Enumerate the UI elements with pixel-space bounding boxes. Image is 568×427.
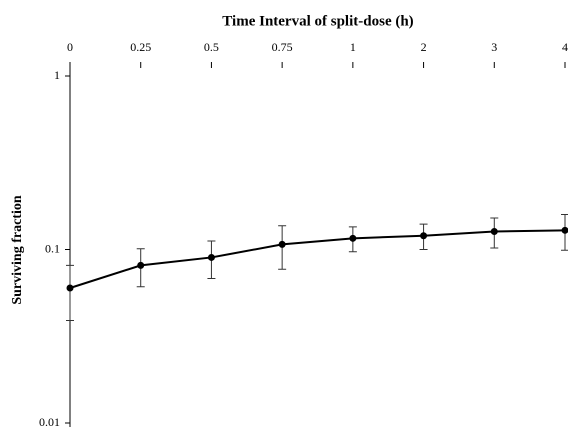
point (490, 227, 498, 235)
y-tick-label: 0.01 (39, 415, 60, 427)
x-tick-label: 0.25 (130, 40, 151, 54)
x-tick-label: 4 (562, 40, 568, 54)
point (420, 232, 428, 240)
error-bar (66, 264, 74, 321)
series-line (69, 229, 566, 289)
x-tick-label: 0 (67, 40, 73, 54)
x-tick-label: 3 (491, 40, 497, 54)
x-tick-label: 0.5 (204, 40, 219, 54)
point (66, 284, 74, 292)
point (349, 234, 357, 242)
y-tick-label: 1 (54, 68, 60, 82)
point (278, 240, 286, 248)
point (561, 226, 568, 234)
x-tick-label: 0.75 (272, 40, 293, 54)
x-tick-label: 2 (421, 40, 427, 54)
x-tick-label: 1 (350, 40, 356, 54)
y-axis-label: Surviving fraction (10, 195, 25, 304)
y-tick-label: 0.1 (45, 241, 60, 255)
point (207, 253, 215, 261)
point (137, 261, 145, 269)
chart-title: Time Interval of split-dose (h) (222, 13, 413, 29)
